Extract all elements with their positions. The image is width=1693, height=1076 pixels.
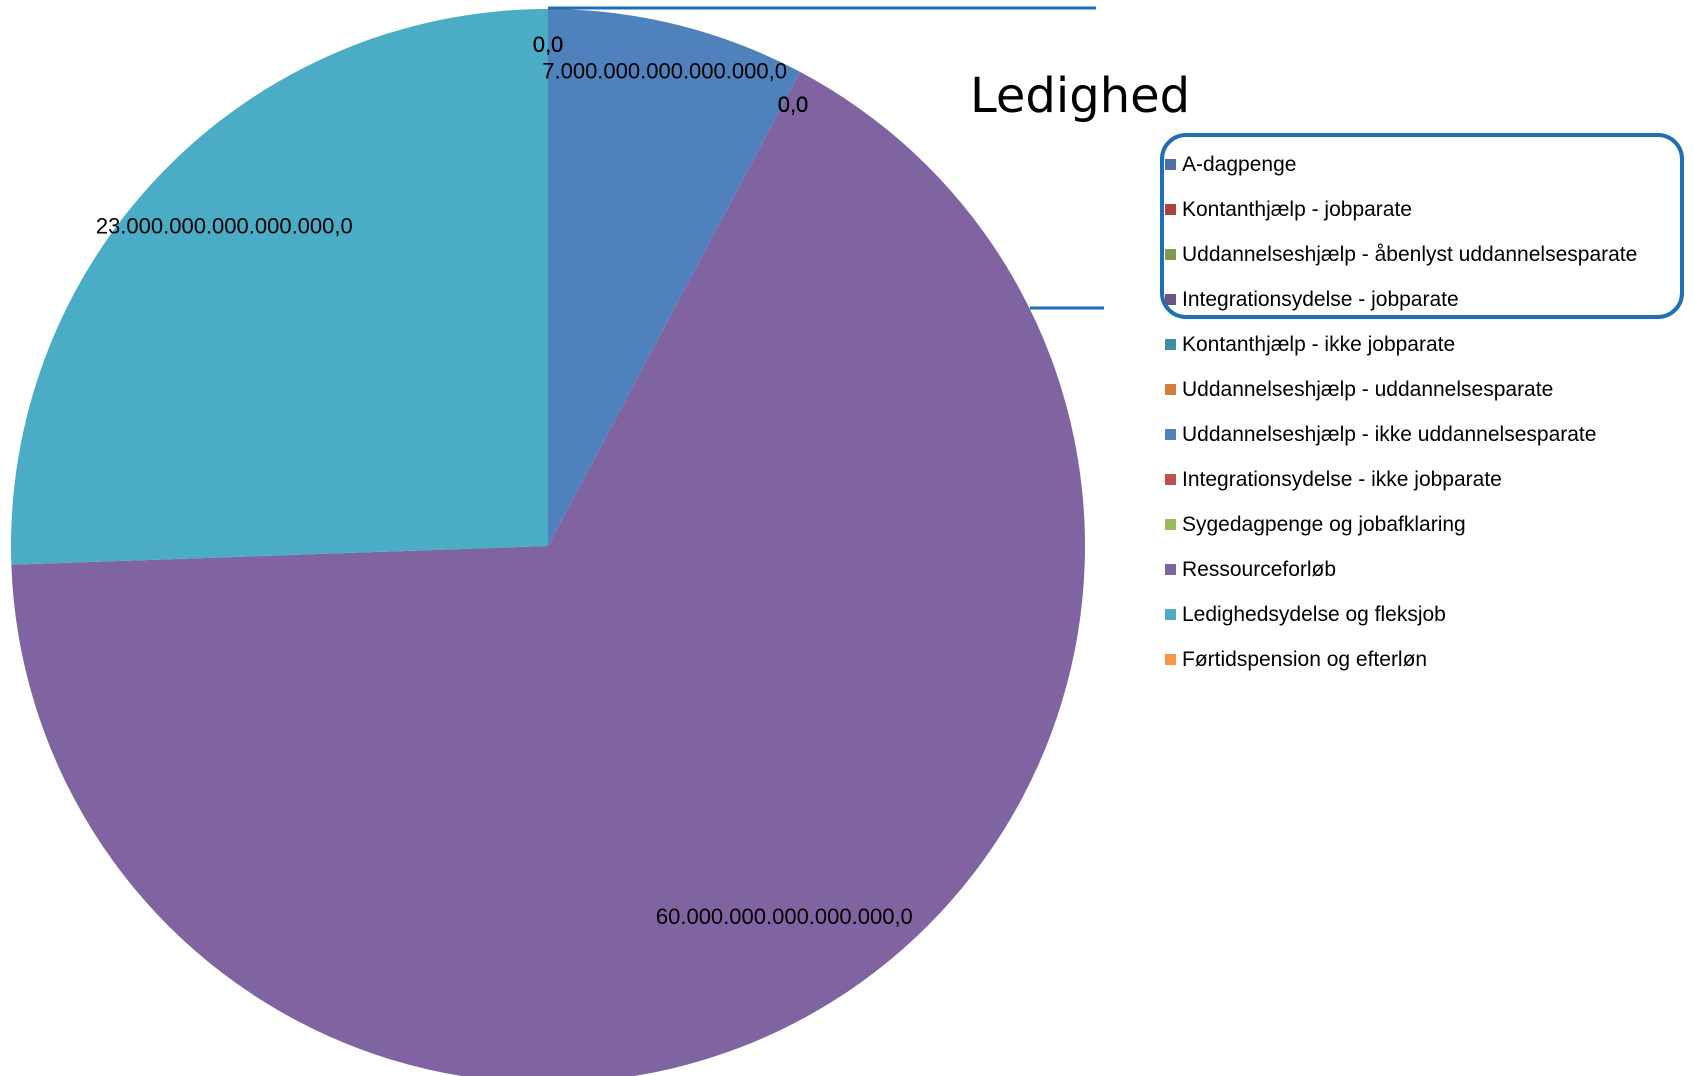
pie-slices bbox=[11, 9, 1085, 1076]
legend-label: Sygedagpenge og jobafklaring bbox=[1182, 512, 1466, 536]
legend-swatch bbox=[1165, 204, 1176, 215]
legend-item-foertidspension-og-efterloen: Førtidspension og efterløn bbox=[1165, 637, 1637, 682]
legend-swatch bbox=[1165, 564, 1176, 575]
legend-item-ledighedsydelse-og-fleksjob: Ledighedsydelse og fleksjob bbox=[1165, 592, 1637, 637]
data-label-integrationsydelse-ikke-jobparate: 0,0 bbox=[778, 92, 809, 117]
legend-label: Kontanthjælp - jobparate bbox=[1182, 197, 1412, 221]
legend-label: Førtidspension og efterløn bbox=[1182, 647, 1428, 671]
slice-ledighedsydelse-og-fleksjob bbox=[11, 9, 549, 565]
legend-item-ressourceforloeb: Ressourceforløb bbox=[1165, 547, 1637, 592]
legend-label: Uddannelseshjælp - åbenlyst uddannelsesp… bbox=[1182, 242, 1638, 266]
legend-item-kontanthjaelp-jobparate: Kontanthjælp - jobparate bbox=[1165, 187, 1637, 232]
legend-label: Ledighedsydelse og fleksjob bbox=[1182, 602, 1446, 626]
legend-swatch bbox=[1165, 654, 1176, 665]
data-label-kontanthjaelp-jobparate: 0,0 bbox=[533, 32, 564, 57]
legend-item-sygedagpenge-og-jobafklaring: Sygedagpenge og jobafklaring bbox=[1165, 502, 1637, 547]
legend-swatch bbox=[1165, 429, 1176, 440]
chart-legend: A-dagpenge Kontanthjælp - jobparate Uddann… bbox=[1165, 142, 1637, 682]
data-label-uddannelseshjaelp-ikke-uddannelsesparate: 0,0 bbox=[778, 92, 809, 117]
legend-label: Integrationsydelse - ikke jobparate bbox=[1182, 467, 1502, 491]
legend-swatch bbox=[1165, 519, 1176, 530]
data-label-kontanthjaelp-ikke-jobparate: 0,0 bbox=[778, 92, 809, 117]
legend-label: Uddannelseshjælp - uddannelsesparate bbox=[1182, 377, 1554, 401]
legend-item-integrationsydelse-ikke-jobparate: Integrationsydelse - ikke jobparate bbox=[1165, 457, 1637, 502]
legend-swatch bbox=[1165, 294, 1176, 305]
data-label-a-dagpenge: 7.000.000.000.000.000,0 bbox=[542, 58, 787, 83]
legend-swatch bbox=[1165, 159, 1176, 170]
data-label-uddannelseshjaelp-aabenlyst-uddannelsesparate: 0,0 bbox=[533, 32, 564, 57]
data-label-foertidspension-og-efterloen: 0,0 bbox=[533, 32, 564, 57]
legend-label: Integrationsydelse - jobparate bbox=[1182, 287, 1459, 311]
legend-swatch bbox=[1165, 249, 1176, 260]
legend-swatch bbox=[1165, 384, 1176, 395]
legend-label: A-dagpenge bbox=[1182, 152, 1297, 176]
legend-swatch bbox=[1165, 609, 1176, 620]
data-label-ressourceforloeb: 60.000.000.000.000.000,0 bbox=[656, 904, 913, 929]
legend-label: Ressourceforløb bbox=[1182, 557, 1337, 581]
slice-a-dagpenge bbox=[548, 9, 801, 546]
data-label-ledighedsydelse-og-fleksjob: 23.000.000.000.000.000,0 bbox=[96, 213, 353, 238]
legend-label: Kontanthjælp - ikke jobparate bbox=[1182, 332, 1456, 356]
data-label-sygedagpenge-og-jobafklaring: 0,0 bbox=[778, 92, 809, 117]
legend-item-a-dagpenge: A-dagpenge bbox=[1165, 142, 1637, 187]
legend-swatch bbox=[1165, 339, 1176, 350]
data-label-uddannelseshjaelp-uddannelsesparate: 0,0 bbox=[778, 92, 809, 117]
legend-item-uddannelseshjaelp-uddannelsesparate: Uddannelseshjælp - uddannelsesparate bbox=[1165, 367, 1637, 412]
legend-item-kontanthjaelp-ikke-jobparate: Kontanthjælp - ikke jobparate bbox=[1165, 322, 1637, 367]
legend-item-uddannelseshjaelp-aabenlyst-uddannelsesparate: Uddannelseshjælp - åbenlyst uddannelsesp… bbox=[1165, 232, 1637, 277]
legend-label: Uddannelseshjælp - ikke uddannelsesparat… bbox=[1182, 422, 1597, 446]
slice-ressourceforloeb bbox=[11, 71, 1085, 1076]
chart-title: Ledighed bbox=[970, 68, 1191, 124]
data-label-integrationsydelse-jobparate: 0,0 bbox=[533, 32, 564, 57]
legend-swatch bbox=[1165, 474, 1176, 485]
pie-data-labels: 7.000.000.000.000.000,00,00,00,00,00,00,… bbox=[96, 32, 913, 929]
legend-item-integrationsydelse-jobparate: Integrationsydelse - jobparate bbox=[1165, 277, 1637, 322]
legend-item-uddannelseshjaelp-ikke-uddannelsesparate: Uddannelseshjælp - ikke uddannelsesparat… bbox=[1165, 412, 1637, 457]
